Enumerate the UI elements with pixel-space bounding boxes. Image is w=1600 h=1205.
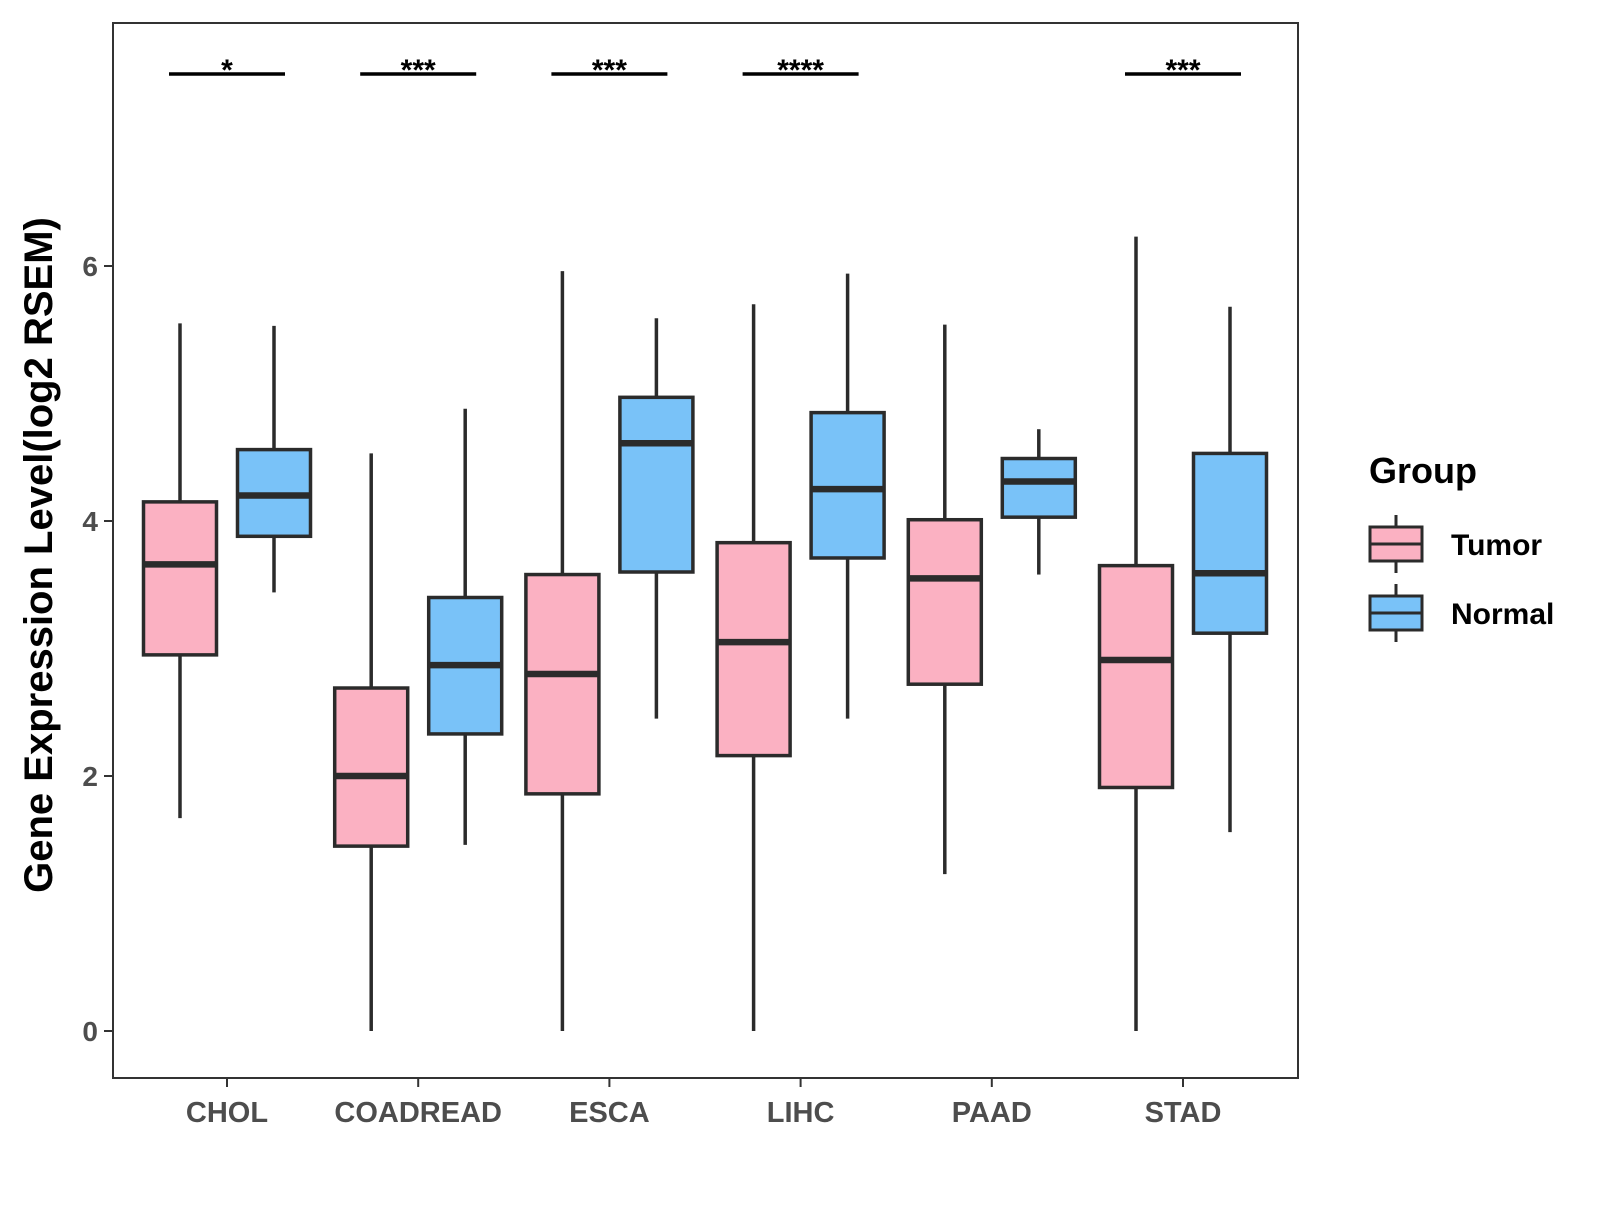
box-body (1000, 456, 1078, 519)
box-normal-lihc (809, 273, 886, 719)
box-tumor-chol (141, 323, 219, 819)
box-body (1097, 563, 1175, 790)
box-tumor-stad (1097, 236, 1175, 1031)
legend-title: Group (1369, 450, 1477, 491)
box-body (809, 410, 886, 560)
box-normal-coadread (426, 408, 504, 845)
box-normal-paad (1000, 429, 1078, 575)
box-body (141, 500, 219, 657)
y-axis-title: Gene Expression Level(log2 RSEM) (17, 217, 61, 893)
box-body (906, 517, 984, 686)
y-tick-label: 2 (82, 761, 98, 792)
plot-panel (112, 22, 1299, 1079)
box-body (618, 395, 695, 574)
box-normal-stad (1191, 306, 1269, 833)
significance-layer: * *** *** **** *** (169, 54, 1241, 87)
legend-item-tumor: Tumor (1368, 515, 1542, 573)
x-tick-label: CHOL (186, 1097, 268, 1129)
y-tick-label: 0 (82, 1016, 98, 1047)
significance-esca: *** (551, 54, 668, 87)
x-tick-label: PAAD (952, 1097, 1032, 1129)
box-body (715, 540, 792, 758)
x-tick-label: COADREAD (334, 1097, 502, 1129)
y-tick-label: 4 (82, 506, 98, 537)
box-body (524, 572, 601, 796)
axes-layer: Gene Expression Level(log2 RSEM) 0 2 4 6 CHO… (17, 217, 1221, 1129)
box-tumor-lihc (715, 304, 792, 1031)
significance-coadread: *** (360, 54, 477, 87)
box-tumor-esca (524, 271, 601, 1031)
x-tick-label: LIHC (767, 1097, 835, 1129)
legend-item-normal: Normal (1368, 584, 1554, 642)
box-normal-esca (618, 318, 695, 719)
panel-border (112, 22, 1299, 1079)
box-body (332, 686, 410, 848)
legend: Group Tumor Normal (1368, 450, 1554, 642)
significance-chol: * (169, 54, 285, 87)
box-tumor-coadread (332, 453, 410, 1031)
significance-label: * (221, 54, 233, 87)
significance-label: **** (777, 54, 824, 87)
box-body (1191, 451, 1269, 635)
significance-label: *** (1165, 54, 1200, 87)
significance-stad: *** (1125, 54, 1241, 87)
significance-label: *** (401, 54, 436, 87)
significance-lihc: **** (742, 54, 859, 87)
box-tumor-paad (906, 324, 984, 875)
box-normal-chol (235, 325, 313, 593)
x-tick-label: ESCA (569, 1097, 650, 1129)
y-tick-label: 6 (82, 251, 98, 282)
x-tick-label: STAD (1145, 1097, 1222, 1129)
legend-label: Tumor (1451, 529, 1542, 562)
legend-label: Normal (1451, 598, 1554, 631)
box-layer (141, 236, 1269, 1031)
significance-label: *** (592, 54, 627, 87)
